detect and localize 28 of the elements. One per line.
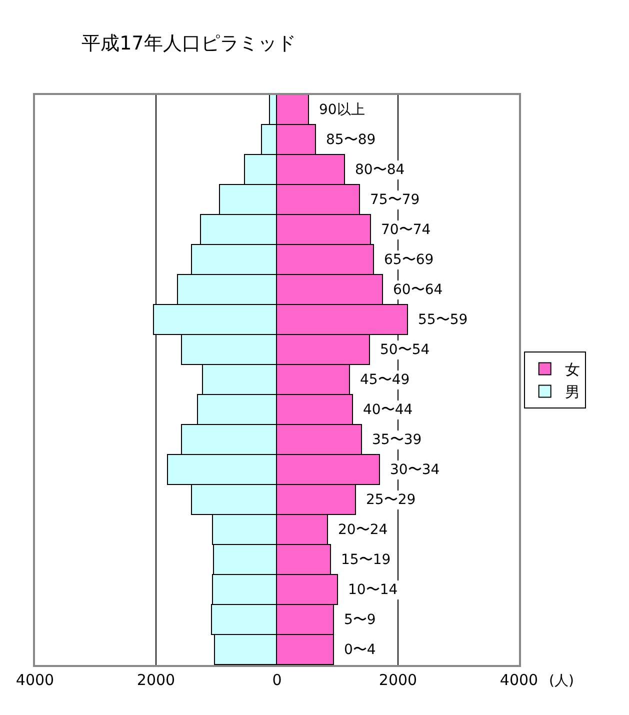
y-tick-label: 60〜64 (393, 282, 443, 298)
x-tick-label: 0 (272, 671, 282, 689)
y-tick-label: 45〜49 (360, 372, 410, 388)
y-tick-label: 65〜69 (384, 252, 434, 268)
x-tick-label: 2000 (136, 671, 176, 689)
y-tick-label: 15〜19 (341, 552, 391, 568)
y-tick-label: 20〜24 (338, 522, 388, 538)
y-tick-label: 10〜14 (348, 582, 398, 598)
x-axis-title: (人) (549, 673, 574, 689)
y-tick-label: 75〜79 (370, 192, 420, 208)
chart-title: 平成17年人口ピラミッド (82, 32, 296, 55)
y-tick-label: 80〜84 (355, 162, 405, 178)
y-tick-label: 25〜29 (366, 492, 416, 508)
x-tick-label: 4000 (500, 671, 538, 689)
x-tick-label: 4000 (16, 671, 54, 689)
y-tick-label: 70〜74 (381, 222, 431, 238)
legend-label: 女 (564, 360, 580, 379)
y-tick-label: 30〜34 (390, 462, 440, 478)
y-tick-label: 35〜39 (372, 432, 422, 448)
y-tick-label: 55〜59 (418, 312, 468, 328)
y-tick-label: 40〜44 (363, 402, 413, 418)
y-tick-label: 50〜54 (380, 342, 430, 358)
x-tick-label: 2000 (378, 671, 418, 689)
y-tick-label: 0〜4 (344, 642, 376, 658)
y-tick-label: 90以上 (319, 102, 365, 118)
legend-label: 男 (564, 383, 580, 402)
y-tick-label: 85〜89 (326, 132, 376, 148)
y-tick-label: 5〜9 (344, 612, 376, 628)
